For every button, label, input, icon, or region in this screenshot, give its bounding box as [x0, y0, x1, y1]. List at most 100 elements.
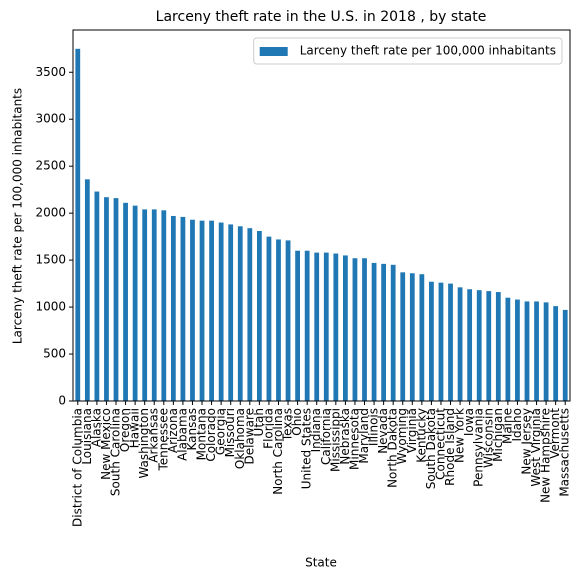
x-tick-label: Pennsylvania: [472, 408, 486, 487]
bar: [304, 250, 310, 401]
x-tick-label: New Jersey: [519, 408, 533, 475]
x-tick-label: Washington: [137, 408, 151, 479]
x-tick-label: Alaska: [89, 408, 103, 447]
bar: [142, 209, 148, 401]
bar: [170, 215, 176, 401]
bar: [151, 209, 157, 401]
x-tick-label: Rhode Island: [443, 408, 457, 486]
bar: [247, 228, 253, 401]
x-tick-label: Nevada: [376, 408, 390, 454]
bar: [457, 287, 463, 401]
x-tick-label: Hawaii: [128, 408, 142, 448]
y-tick-label: 2000: [35, 206, 66, 220]
chart-title: Larceny theft rate in the U.S. in 2018 ,…: [156, 9, 487, 25]
x-tick-label: Oklahoma: [233, 408, 247, 469]
bar: [515, 299, 520, 401]
x-tick-label: Kentucky: [414, 408, 428, 463]
x-tick-label: Arkansas: [147, 408, 161, 463]
x-tick-label: Virginia: [405, 408, 419, 453]
x-tick-label: Mississippi: [328, 408, 342, 472]
x-tick-label: California: [319, 408, 333, 465]
bar: [543, 302, 549, 401]
x-tick-label: Nebraska: [338, 408, 352, 465]
x-tick-label: Maine: [500, 408, 514, 444]
y-tick-label: 0: [58, 394, 66, 408]
bar: [314, 252, 320, 401]
x-tick-label: Wisconsin: [481, 408, 495, 468]
bar: [352, 258, 358, 401]
x-axis-label: State: [305, 556, 337, 570]
x-tick-label: South Carolina: [109, 408, 123, 496]
bar: [467, 289, 473, 401]
bar: [256, 230, 262, 401]
x-tick-label: Colorado: [204, 408, 218, 462]
x-tick-label: Texas: [281, 408, 295, 442]
bar: [237, 226, 243, 401]
bar: [438, 282, 444, 401]
bar: [390, 264, 396, 401]
bar: [276, 239, 281, 401]
x-tick-label: North Dakota: [386, 408, 400, 488]
x-tick-label: Minnesota: [347, 408, 361, 470]
legend-box: [253, 37, 563, 65]
x-tick-label: Massachusetts: [558, 408, 572, 497]
y-tick-label: 3000: [35, 112, 66, 126]
bar: [266, 236, 272, 401]
x-tick-label: Oregon: [118, 408, 132, 452]
bar: [371, 262, 377, 401]
y-tick-label: 1000: [35, 300, 66, 314]
bar: [400, 272, 406, 401]
x-tick-label: Arizona: [166, 408, 180, 453]
x-tick-label: Louisiana: [80, 408, 94, 465]
x-tick-label: Ohio: [290, 408, 304, 436]
bar: [209, 220, 214, 401]
x-tick-label: North Carolina: [271, 408, 285, 495]
x-tick-label: Idaho: [510, 408, 524, 441]
x-tick-label: Illinois: [367, 408, 381, 446]
bar: [180, 216, 186, 401]
bar: [104, 197, 109, 401]
bar: [562, 309, 568, 401]
x-tick-label: Montana: [195, 408, 209, 460]
y-axis-label: Larceny theft rate per 100,000 inhabitan…: [11, 88, 25, 344]
bar: [228, 224, 234, 401]
x-tick-label: Delaware: [242, 408, 256, 465]
bar: [323, 252, 329, 401]
x-tick-label: West Virginia: [529, 408, 543, 487]
bar: [161, 210, 167, 401]
x-tick-label: Kansas: [185, 408, 199, 450]
bar: [333, 253, 339, 401]
bar: [429, 281, 434, 401]
x-tick-label: Maryland: [357, 408, 371, 464]
legend-label: Larceny theft rate per 100,000 inhabitan…: [300, 44, 556, 58]
x-tick-label: Florida: [261, 408, 275, 449]
x-tick-label: Wyoming: [395, 408, 409, 464]
x-tick-label: South Dakota: [424, 408, 438, 489]
x-tick-label: Georgia: [214, 408, 228, 455]
x-tick-label: Indiana: [309, 408, 323, 452]
bar: [123, 202, 128, 401]
x-tick-label: Iowa: [462, 408, 476, 436]
bar: [534, 301, 539, 401]
bar: [362, 258, 367, 401]
y-tick-label: 3500: [35, 65, 66, 79]
bar: [199, 220, 205, 401]
axes-frame: [72, 29, 571, 402]
y-tick-label: 2500: [35, 159, 66, 173]
bar: [505, 297, 511, 401]
bar: [553, 306, 559, 401]
bar: [495, 292, 501, 401]
bar: [94, 191, 100, 401]
x-tick-label: New Mexico: [99, 408, 113, 480]
bar: [419, 274, 425, 401]
x-tick-label: Tennessee: [156, 408, 170, 472]
x-tick-label: New York: [453, 408, 467, 463]
x-tick-label: Michigan: [491, 408, 505, 462]
x-tick-label: United States: [300, 408, 314, 489]
bar: [343, 255, 348, 401]
bar: [190, 219, 195, 401]
x-tick-label: Alabama: [175, 408, 189, 461]
bar: [381, 263, 387, 401]
bar: [75, 48, 81, 401]
